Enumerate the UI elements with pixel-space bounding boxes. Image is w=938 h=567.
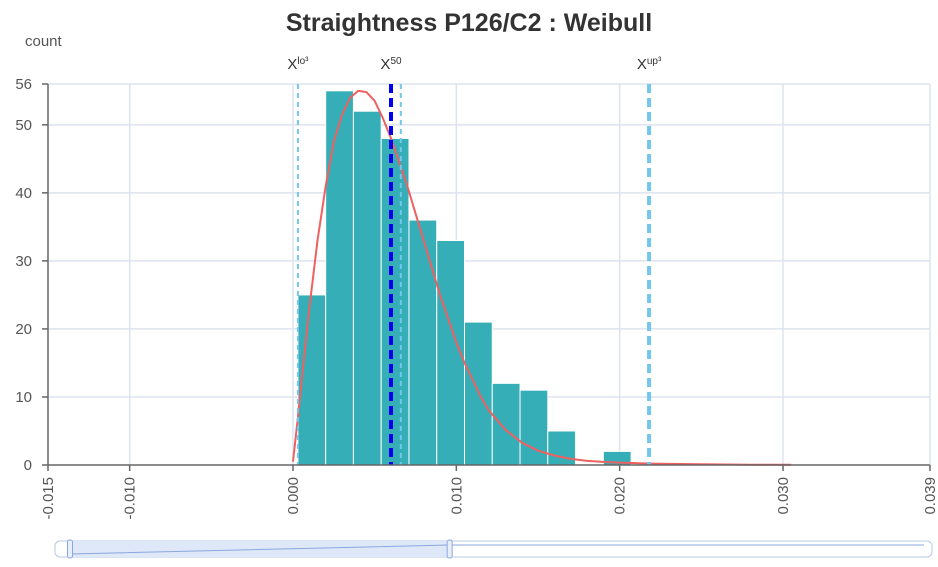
x-tick-label: 0.039 bbox=[922, 477, 938, 515]
y-tick-label: 50 bbox=[15, 117, 32, 134]
x-tick-label: 0.000 bbox=[285, 477, 302, 515]
histogram-bar bbox=[519, 389, 549, 466]
y-tick-label: 10 bbox=[15, 389, 32, 406]
weibull-fit-curve bbox=[292, 89, 792, 466]
chart-title: Straightness P126/C2 : Weibull bbox=[286, 9, 652, 37]
y-tick-label: 56 bbox=[15, 76, 32, 93]
y-axis-label: count bbox=[25, 33, 63, 50]
histogram-bar bbox=[547, 430, 577, 466]
histogram-bar bbox=[491, 382, 521, 466]
slider-handle[interactable] bbox=[67, 539, 73, 559]
reference-line-label: Xlo³ bbox=[287, 56, 309, 73]
x-tick-label: 0.010 bbox=[448, 477, 465, 515]
x-tick-label: -0.015 bbox=[40, 477, 57, 520]
y-tick-label: 40 bbox=[15, 185, 32, 202]
histogram-bars bbox=[297, 90, 632, 466]
grid-lines bbox=[48, 83, 931, 465]
y-tick-label: 30 bbox=[15, 253, 32, 270]
y-tick-label: 20 bbox=[15, 321, 32, 338]
reference-line-label: Xup³ bbox=[637, 56, 662, 73]
x-tick-label: -0.010 bbox=[122, 477, 139, 520]
x-tick-label: 0.020 bbox=[612, 477, 629, 515]
x-tick-label: 0.030 bbox=[775, 477, 792, 515]
histogram-bar bbox=[408, 219, 438, 466]
reference-line-label: X50 bbox=[380, 56, 402, 73]
axes: 0 10 20 30 40 50 56 -0.015 -0.010 0.000 0.010 0.020… bbox=[15, 76, 938, 520]
zoom-slider[interactable] bbox=[54, 539, 933, 559]
reference-lines: Xlo³ X50 Xup³ bbox=[287, 56, 662, 465]
y-tick-label: 0 bbox=[24, 457, 32, 474]
fit-curve-line bbox=[292, 89, 792, 466]
histogram-bar bbox=[380, 137, 410, 466]
slider-handle[interactable] bbox=[446, 539, 453, 559]
histogram-bar bbox=[325, 90, 354, 466]
histogram-bar bbox=[352, 110, 382, 466]
